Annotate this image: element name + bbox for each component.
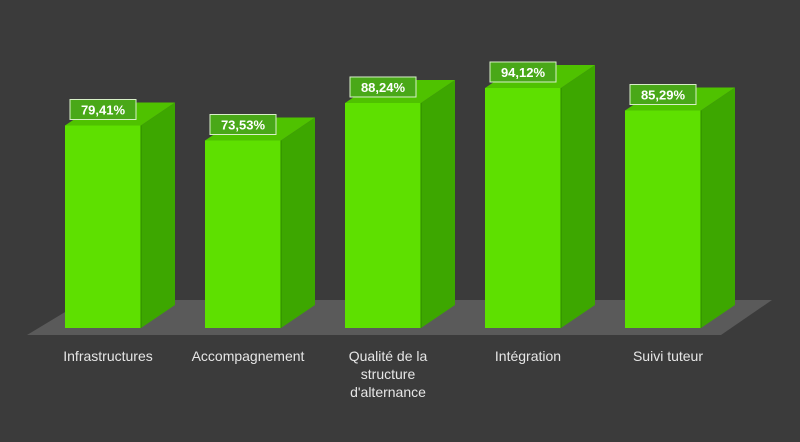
- bar-5: 85,29%: [625, 84, 735, 328]
- value-label-box: [69, 99, 137, 121]
- value-label-box: [209, 113, 277, 135]
- bar-side: [141, 102, 175, 328]
- bar-side: [281, 117, 315, 328]
- bar-1: 79,41%: [65, 99, 175, 328]
- bars-group: 79,41% 73,53% 88,24% 94,12% 85,29%: [65, 61, 735, 328]
- category-label: Qualité de la structure d'alternance: [349, 348, 428, 400]
- value-label-box: [629, 84, 697, 106]
- bar-front: [205, 140, 281, 328]
- value-label: 85,29%: [641, 88, 686, 103]
- value-label: 94,12%: [501, 65, 546, 80]
- bar-4: 94,12%: [485, 61, 595, 328]
- category-label: Intégration: [495, 348, 561, 364]
- value-label-box: [489, 61, 557, 83]
- bar-side: [421, 79, 455, 328]
- x-axis-labels: Infrastructures Accompagnement Qualité de …: [63, 348, 703, 400]
- bar-side: [561, 64, 595, 328]
- bar-3: 88,24%: [345, 76, 455, 328]
- bar-2: 73,53%: [205, 113, 315, 328]
- bar-front: [485, 87, 561, 328]
- bar-front: [65, 125, 141, 328]
- bar-front: [345, 102, 421, 328]
- bar-front: [625, 110, 701, 328]
- value-label: 79,41%: [81, 103, 126, 118]
- value-label-box: [349, 76, 417, 98]
- value-label: 88,24%: [361, 80, 406, 95]
- category-label: Suivi tuteur: [633, 348, 703, 364]
- category-label: Accompagnement: [192, 348, 305, 364]
- bar-side: [701, 87, 735, 328]
- category-label: Infrastructures: [63, 348, 152, 364]
- value-label: 73,53%: [221, 117, 266, 132]
